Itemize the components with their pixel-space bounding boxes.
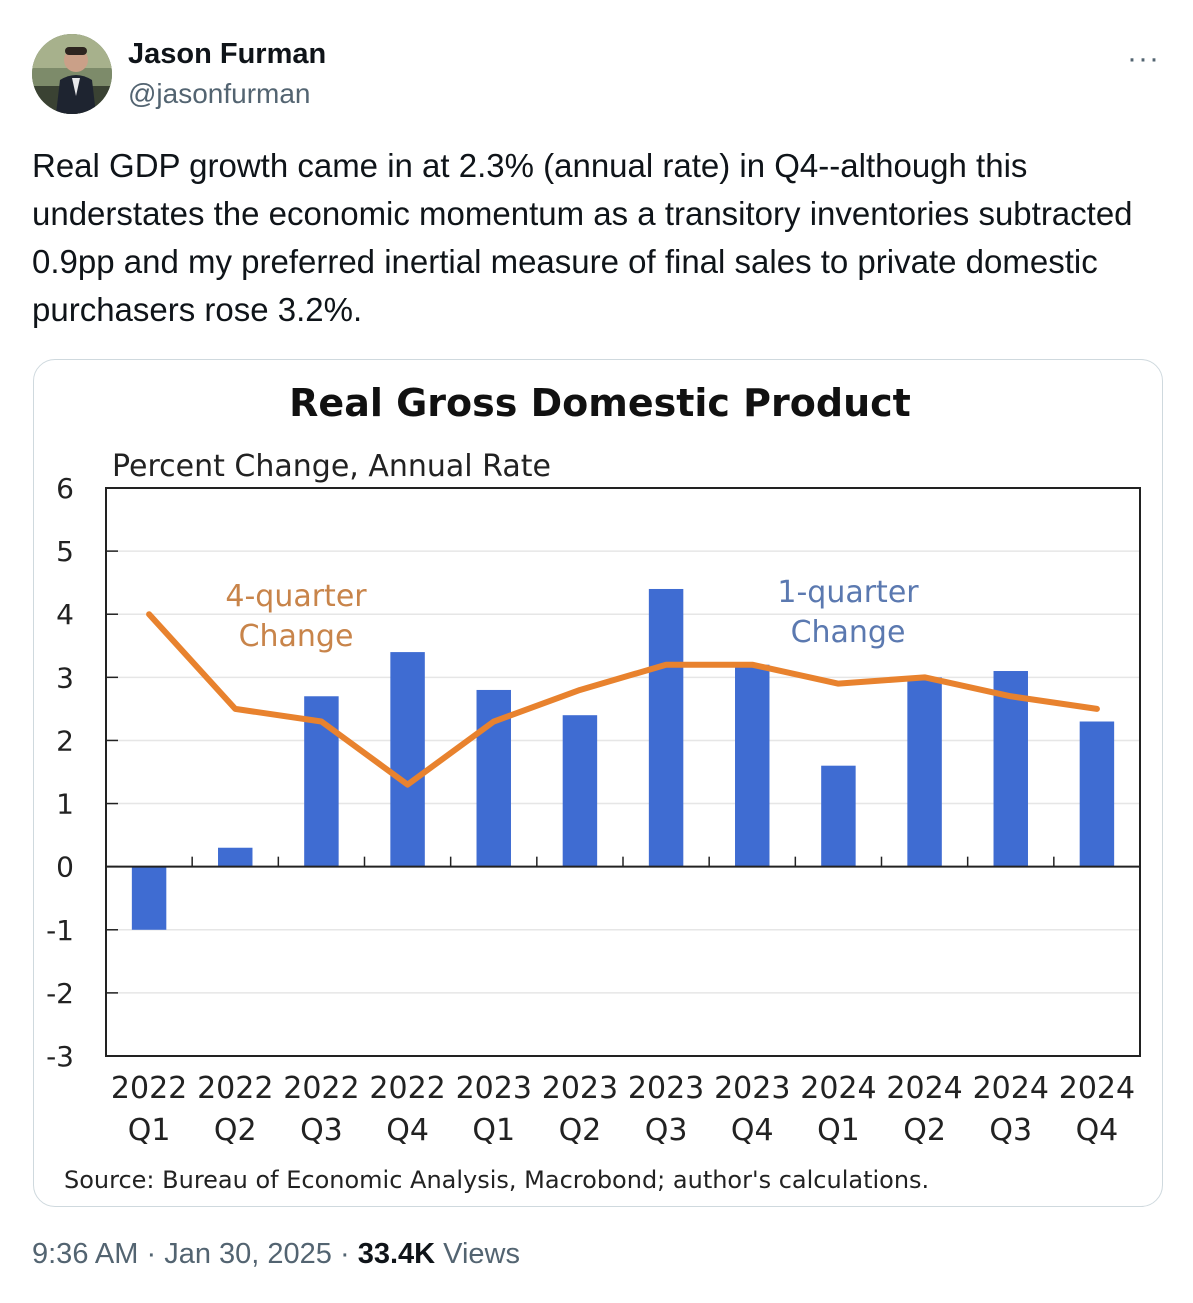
x-tick-label: Q4 [386,1113,429,1148]
x-tick-label: 2022 [369,1071,445,1106]
x-tick-label: Q2 [559,1113,602,1148]
line-layer [146,611,1100,788]
x-tick-label: Q4 [731,1113,774,1148]
tweet-date[interactable]: Jan 30, 2025 [164,1238,332,1270]
chart-subtitle: Percent Change, Annual Rate [112,449,551,484]
series-annotation: Change [239,619,354,654]
x-tick-label: 2024 [886,1071,962,1106]
chart-source: Source: Bureau of Economic Analysis, Mac… [64,1166,929,1194]
x-tick-label: 2022 [111,1071,187,1106]
y-tick-label: 3 [56,661,74,694]
bar [648,588,684,867]
bar [735,664,770,867]
tweet-time[interactable]: 9:36 AM [32,1238,139,1270]
y-tick-label: 4 [56,598,74,631]
separator: · [146,1238,157,1270]
y-tick-label: 6 [56,472,74,505]
tweet-footer: 9:36 AM · Jan 30, 2025 · 33.4K Views [32,1238,520,1271]
label-layer: 6 5 4 3 2 1 0 -1 -2 -3 2022 Q1 2022 Q2 2022 Q3 2022 Q4 202… [46,472,1135,1148]
separator: · [339,1238,350,1270]
tweet-header: Jason Furman @jasonfurman ··· [32,34,1162,116]
x-tick-label: Q4 [1076,1113,1119,1148]
tweet-media-chart[interactable]: Real Gross Domestic Product Percent Chan… [33,359,1163,1207]
y-tick-label: -1 [46,914,74,947]
bar [131,866,167,930]
gdp-chart: Real Gross Domestic Product Percent Chan… [46,381,1141,1194]
bar [821,765,856,867]
views-label: Views [443,1238,520,1270]
x-tick-label: 2023 [456,1071,532,1106]
bar [562,715,598,867]
y-tick-label: 2 [56,724,74,757]
x-tick-label: 2022 [283,1071,359,1106]
series-annotation: 4-quarter [225,579,367,614]
bar [907,677,942,867]
bar [218,847,253,867]
avatar[interactable] [32,34,112,114]
x-tick-label: Q2 [903,1113,946,1148]
y-tick-label: 0 [56,851,74,884]
x-tick-label: Q3 [300,1113,343,1148]
plot-frame [105,487,1141,1057]
y-tick-label: 1 [56,788,74,821]
author-name[interactable]: Jason Furman [128,38,327,70]
views-count: 33.4K [357,1238,436,1270]
x-tick-label: Q3 [989,1113,1032,1148]
bar [1079,721,1115,867]
x-tick-label: 2023 [542,1071,618,1106]
author-handle[interactable]: @jasonfurman [128,78,311,109]
x-tick-label: 2024 [800,1071,876,1106]
avatar-image [32,34,112,114]
x-tick-label: 2023 [628,1071,704,1106]
x-tick-label: 2024 [973,1071,1049,1106]
more-options-icon[interactable]: ··· [1127,42,1160,75]
x-tick-label: 2022 [197,1071,273,1106]
y-tick-label: 5 [56,535,74,568]
grid-layer [106,550,1140,994]
series-annotation: 1-quarter [777,575,919,610]
chart-title: Real Gross Domestic Product [289,381,911,425]
x-tick-label: Q2 [214,1113,257,1148]
bar [390,652,425,867]
x-tick-label: 2023 [714,1071,790,1106]
x-tick-label: Q1 [128,1113,171,1148]
x-tick-label: 2024 [1059,1071,1135,1106]
frame-layer [105,487,1141,1057]
bar [993,671,1028,867]
x-tick-label: Q1 [817,1113,860,1148]
y-tick-label: -3 [46,1040,74,1073]
x-tick-label: Q1 [472,1113,515,1148]
line-series-4-quarter [146,611,1100,788]
tweet-text: Real GDP growth came in at 2.3% (annual … [32,147,1133,328]
x-tick-label: Q3 [645,1113,688,1148]
y-tick-label: -2 [46,977,74,1010]
series-annotation: Change [791,615,906,650]
